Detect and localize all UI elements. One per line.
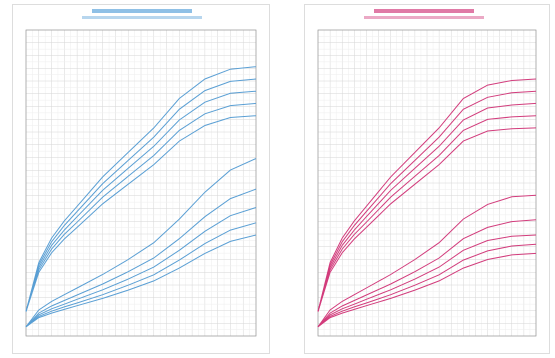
curve — [317, 234, 537, 328]
curve — [25, 66, 257, 312]
chart-right — [304, 4, 550, 354]
curve — [25, 115, 257, 312]
curve — [317, 243, 537, 328]
curve — [317, 78, 537, 312]
curve — [25, 234, 257, 328]
curve — [25, 207, 257, 328]
curve — [25, 90, 257, 312]
title-decoration — [374, 9, 474, 13]
title-decoration — [92, 9, 192, 13]
curve — [317, 219, 537, 328]
curve — [317, 102, 537, 312]
curve — [25, 158, 257, 328]
chart-left — [12, 4, 270, 354]
curve — [317, 194, 537, 328]
curve — [25, 188, 257, 328]
plot-frame — [25, 29, 257, 337]
curve — [317, 90, 537, 312]
curve — [317, 115, 537, 312]
curve — [25, 78, 257, 312]
curve — [25, 102, 257, 312]
plot-frame — [317, 29, 537, 337]
curve — [25, 222, 257, 328]
curve — [317, 252, 537, 328]
curve — [317, 127, 537, 312]
title-decoration — [364, 16, 484, 19]
title-decoration — [82, 16, 202, 19]
